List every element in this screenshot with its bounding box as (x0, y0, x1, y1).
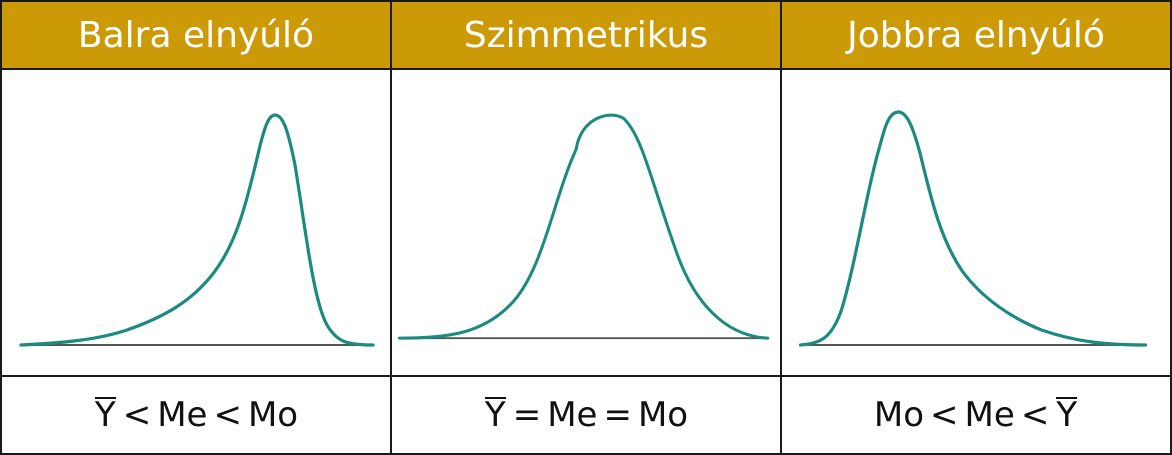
operator: = (603, 395, 632, 435)
symmetric-cell (390, 68, 782, 377)
relation-right-skewed: Mo < Me < Y (780, 375, 1172, 455)
right-skewed-curve-plot (798, 110, 1148, 347)
relation-symmetric: Y = Me = Mo (390, 375, 782, 455)
mean-symbol: Y (1056, 395, 1078, 435)
header-right-skewed: Jobbra elnyúló (780, 0, 1172, 70)
operator: = (512, 395, 542, 435)
left-skewed-curve-plot (19, 113, 375, 347)
header-symmetric: Szimmetrikus (390, 0, 782, 70)
mode-symbol: Mo (873, 395, 925, 435)
operator: < (1020, 395, 1050, 435)
operator: < (213, 395, 242, 435)
mode-symbol: Mo (637, 395, 689, 435)
median-symbol: Me (547, 395, 598, 435)
symmetric-curve (398, 113, 770, 340)
header-row: Balra elnyúló Szimmetrikus Jobbra elnyúl… (0, 0, 1172, 70)
symmetric-curve-plot (398, 113, 770, 340)
operator: < (122, 395, 152, 435)
median-symbol: Me (157, 395, 208, 435)
mean-symbol: Y (484, 395, 506, 435)
right-skewed-cell (780, 68, 1172, 377)
left-skewed-cell (0, 68, 392, 377)
right-skewed-curve (798, 110, 1148, 347)
left-skewed-curve (19, 113, 375, 347)
median-symbol: Me (964, 395, 1015, 435)
relation-left-skewed: Y < Me < Mo (0, 375, 392, 455)
mean-symbol: Y (94, 395, 116, 435)
header-left-skewed: Balra elnyúló (0, 0, 392, 70)
curve-row (0, 68, 1172, 377)
mode-symbol: Mo (247, 395, 299, 435)
operator: < (930, 395, 959, 435)
relation-row: Y < Me < Mo Y = Me = Mo Mo < Me < Y (0, 375, 1172, 455)
